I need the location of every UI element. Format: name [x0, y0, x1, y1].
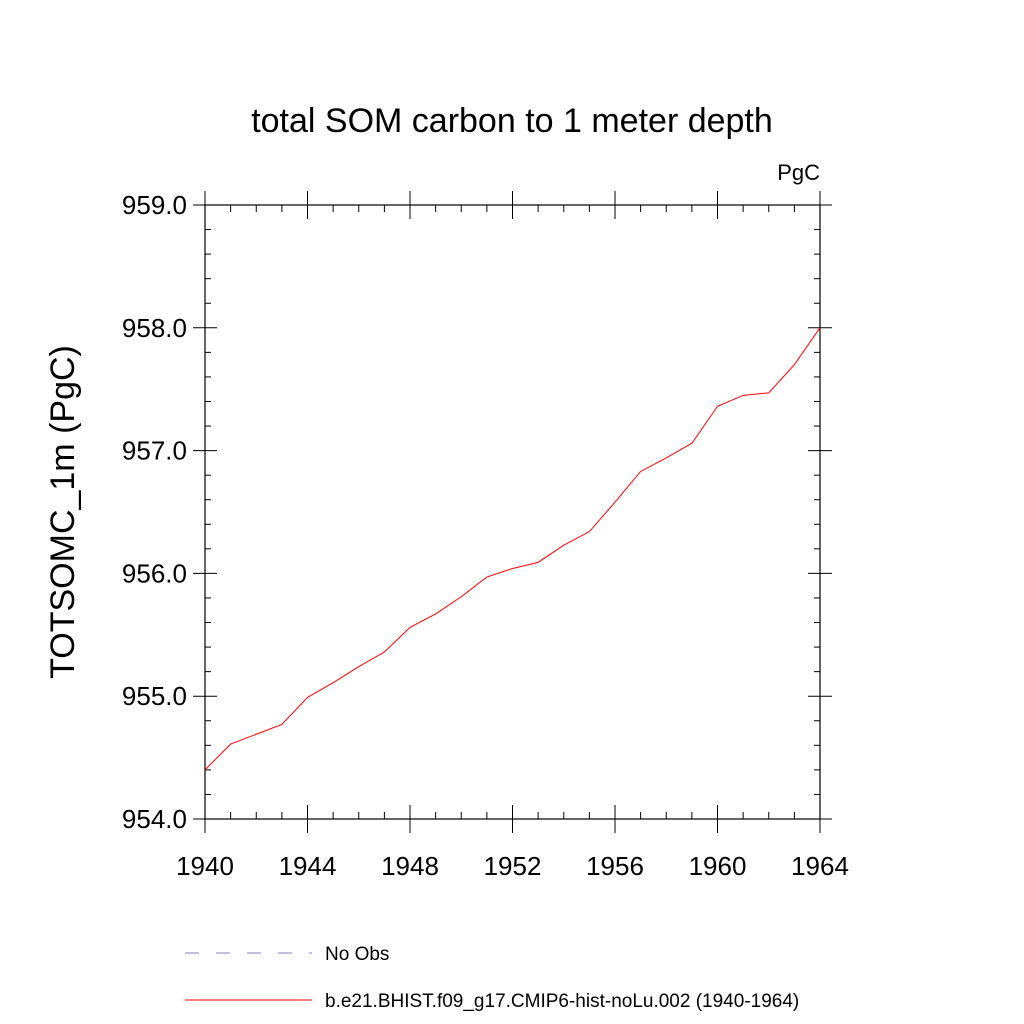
ticks: [193, 191, 832, 833]
y-tick-label: 959.0: [122, 190, 187, 220]
series-group: [204, 327, 821, 771]
y-tick-label: 956.0: [122, 558, 187, 588]
legend-label-no-obs: No Obs: [325, 944, 389, 965]
y-tick-label: 957.0: [122, 436, 187, 466]
units-label: PgC: [777, 160, 820, 185]
x-tick-label: 1944: [279, 851, 337, 881]
y-tick-label: 955.0: [122, 681, 187, 711]
legend-label-model: b.e21.BHIST.f09_g17.CMIP6-hist-noLu.002 …: [325, 991, 799, 1012]
y-axis-label: TOTSOMC_1m (PgC): [44, 345, 82, 679]
x-tick-label: 1956: [586, 851, 644, 881]
x-tick-labels: 1940 1944 1948 1952 1956 1960 1964: [176, 851, 849, 881]
y-tick-label: 958.0: [122, 313, 187, 343]
x-tick-label: 1940: [176, 851, 234, 881]
x-tick-label: 1952: [484, 851, 542, 881]
legend: No Obs b.e21.BHIST.f09_g17.CMIP6-hist-no…: [185, 944, 799, 1012]
x-tick-label: 1960: [689, 851, 747, 881]
y-tick-labels: 954.0 955.0 956.0 957.0 958.0 959.0: [122, 190, 187, 834]
x-tick-label: 1948: [381, 851, 439, 881]
x-tick-label: 1964: [791, 851, 849, 881]
series-line: [204, 327, 821, 771]
chart-title: total SOM carbon to 1 meter depth: [251, 102, 773, 140]
plot-frame: [204, 204, 821, 820]
y-tick-label: 954.0: [122, 804, 187, 834]
